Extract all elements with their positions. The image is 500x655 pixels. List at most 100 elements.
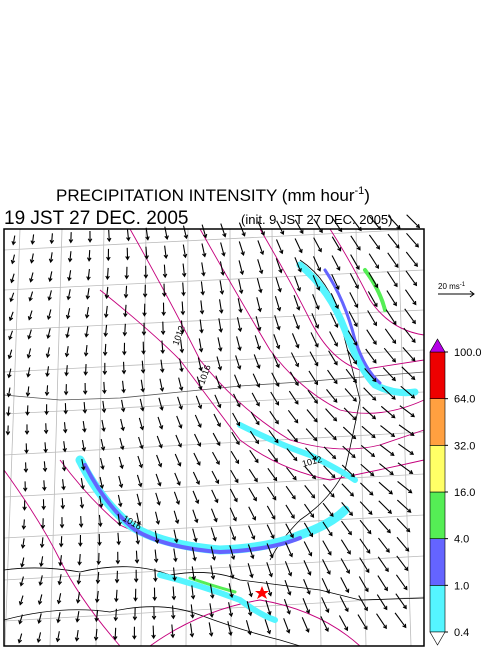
wind-arrow [322, 559, 331, 575]
wind-arrow [247, 563, 254, 579]
wind-arrow [322, 521, 333, 537]
wind-arrow [403, 327, 416, 344]
wind-arrow [178, 377, 184, 392]
wind-arrow [79, 497, 85, 509]
wind-arrow [400, 385, 416, 399]
wind-arrow [65, 308, 71, 320]
wind-arrow [322, 484, 335, 498]
wind-arrow [401, 366, 416, 381]
wind-arrow [23, 462, 29, 473]
colorbar: 0.4 1.0 4.0 16.0 32.0 64.0 100.0 [429, 338, 482, 646]
wind-arrow [194, 414, 202, 429]
wind-arrow [287, 409, 299, 424]
wind-arrow [101, 400, 107, 414]
wind-arrow [227, 621, 233, 637]
wind-arrow [116, 532, 121, 546]
wind-arrow [254, 335, 261, 351]
wind-arrow [210, 527, 217, 542]
wind-arrow [193, 452, 201, 466]
wind-arrow [142, 303, 147, 317]
wind-arrow [39, 556, 44, 568]
wind-arrow [214, 394, 222, 409]
wind-arrow [95, 571, 101, 585]
colorbar-segment [429, 445, 446, 493]
wind-arrow [273, 334, 281, 350]
wind-arrow [114, 570, 120, 584]
wind-arrow [378, 500, 392, 514]
wind-arrow [342, 445, 356, 459]
wind-arrow [274, 315, 281, 331]
wind-arrow [358, 595, 368, 612]
wind-arrow [49, 233, 55, 245]
wind-arrow [303, 541, 313, 557]
wind-arrow [396, 499, 412, 513]
wind-arrow [275, 258, 283, 274]
wind-arrow [266, 524, 275, 540]
wind-arrow [141, 322, 147, 336]
rain-band-core [83, 463, 302, 555]
wind-arrow [152, 587, 157, 602]
colorbar-label: 1.0 [454, 580, 469, 592]
wind-arrow [119, 437, 125, 451]
wind-arrow [160, 321, 166, 336]
wind-arrow [402, 347, 416, 362]
wind-arrow [284, 561, 293, 577]
wind-arrow [8, 311, 14, 322]
wind-arrow [248, 506, 257, 521]
title-text: PRECIPITATION INTENSITY (mm hour [56, 186, 355, 205]
rain-band-core [363, 268, 387, 312]
wind-arrow [359, 519, 372, 535]
wind-arrow [75, 611, 80, 623]
wind-arrow [219, 280, 225, 295]
wind-arrow [304, 503, 315, 518]
wind-arrow [162, 283, 167, 298]
wind-arrow [360, 482, 374, 496]
isobar [99, 289, 425, 481]
wind-arrow [126, 228, 131, 242]
wind-arrow [308, 370, 319, 386]
wind-arrow [275, 277, 282, 293]
wind-arrow [208, 622, 214, 637]
wind-arrow [323, 446, 337, 460]
wind-arrow [255, 316, 262, 332]
wind-arrow [229, 507, 237, 522]
wind-arrow [173, 491, 181, 505]
wind-arrow [210, 508, 218, 523]
wind-arrow [310, 332, 319, 348]
wind-arrow [268, 430, 279, 444]
wind-arrow [63, 384, 69, 396]
wind-arrow [25, 405, 30, 416]
wind-arrow [171, 586, 177, 601]
rain-band [237, 422, 358, 483]
wind-arrow [8, 330, 13, 341]
wind-arrow [252, 373, 261, 388]
wind-arrow [45, 366, 50, 378]
wind-arrow [22, 481, 28, 492]
wind-arrow [137, 455, 143, 469]
wind-arrow [340, 577, 350, 594]
colorbar-over [429, 338, 446, 353]
wind-arrow [156, 454, 163, 468]
wind-arrow [114, 589, 119, 603]
isobar [259, 228, 425, 371]
wind-arrow [21, 519, 27, 530]
wind-arrow [56, 612, 61, 624]
wind-arrow [138, 417, 145, 431]
wind-arrow [364, 368, 377, 383]
map-frame [3, 228, 425, 647]
wind-arrow [294, 257, 302, 273]
wind-arrow [11, 235, 16, 246]
wind-arrow [163, 245, 169, 260]
colorbar-segment [429, 398, 446, 446]
wind-arrow [236, 317, 243, 333]
wind-arrow [294, 219, 304, 235]
wind-arrow [322, 540, 332, 556]
wind-arrow [376, 594, 388, 611]
wind-arrow [157, 416, 164, 430]
wind-arrow [303, 522, 314, 538]
wind-arrow [306, 409, 318, 423]
wind-arrow [361, 425, 376, 439]
wind-arrow [232, 412, 241, 427]
wind-arrow [18, 595, 24, 606]
wind-arrow [81, 459, 86, 471]
